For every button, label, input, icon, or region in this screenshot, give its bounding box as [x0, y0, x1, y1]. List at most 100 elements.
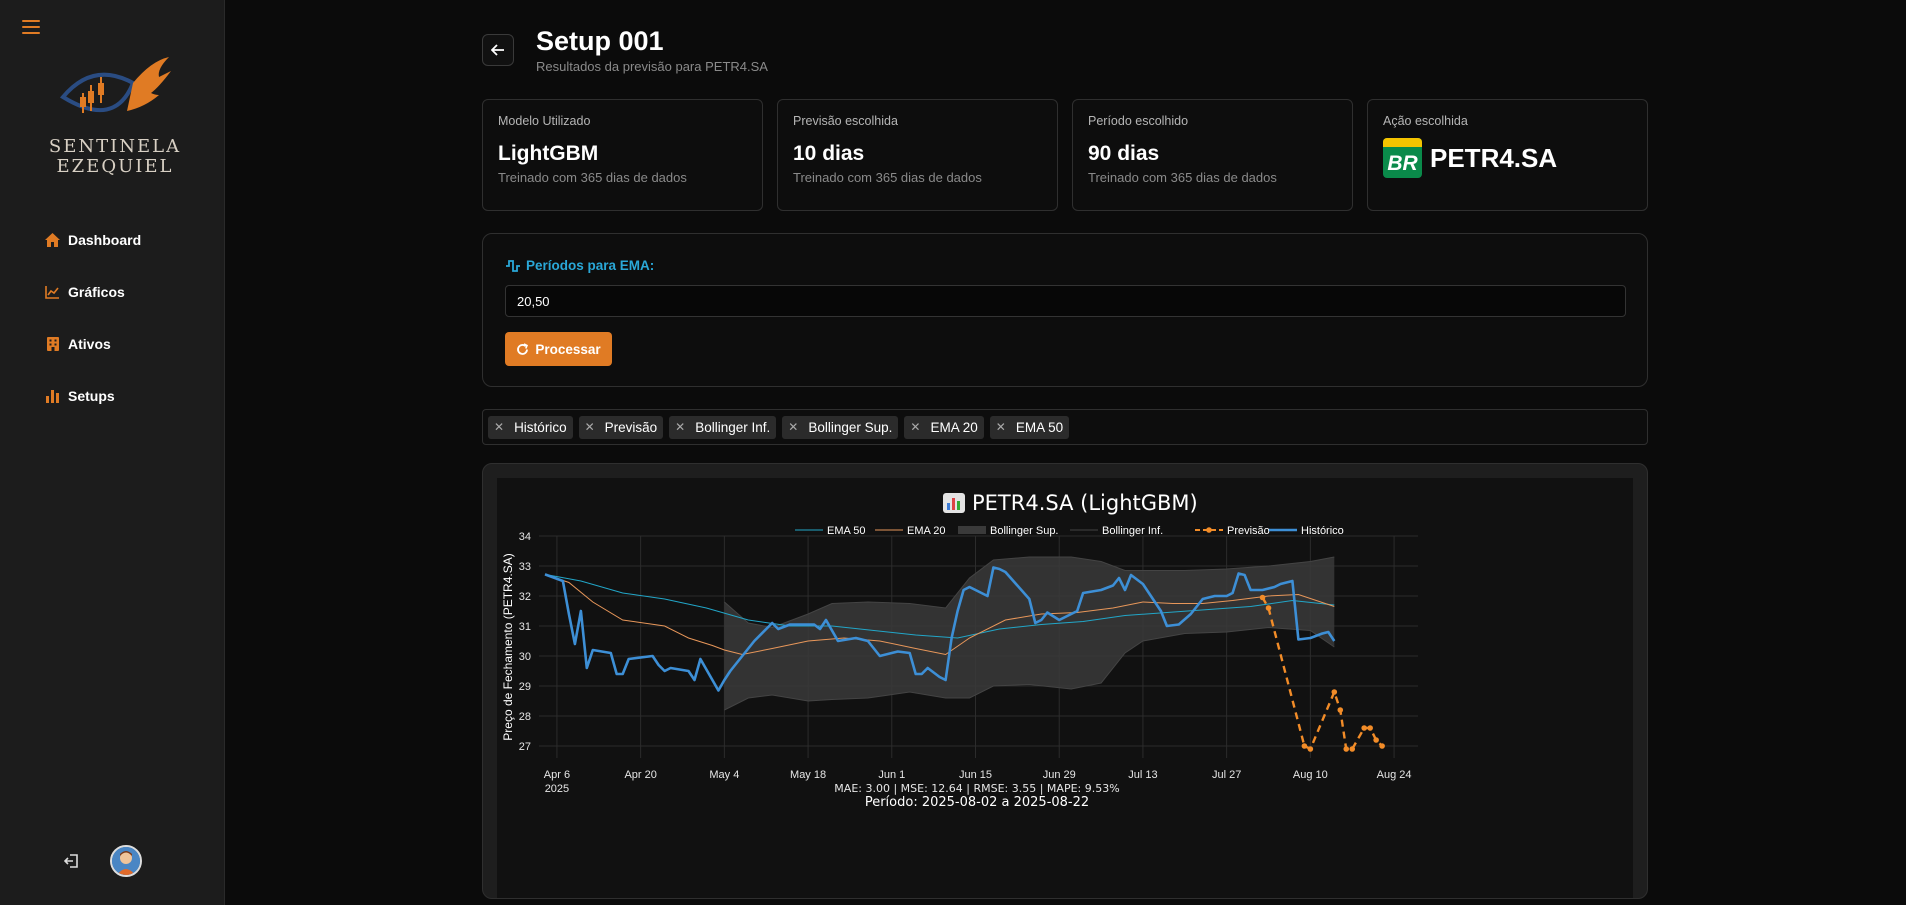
chart-metrics: MAE: 3.00 | MSE: 12.64 | RMSE: 3.55 | MA… — [834, 782, 1119, 795]
ema20-line — [544, 573, 1335, 656]
y-tick-label: 34 — [519, 531, 531, 543]
chart-period: Período: 2025-08-02 a 2025-08-22 — [865, 795, 1089, 810]
previsao-point — [1307, 746, 1314, 752]
x-tick-label: Jun 29 — [1043, 769, 1076, 781]
chart-area: 27 28 29 30 31 32 33 34 Apr 6 2025 Apr 20 May 4 May … — [497, 478, 1633, 898]
chip-label: Bollinger Inf. — [695, 419, 771, 435]
x-tick-label: Jun 15 — [959, 769, 992, 781]
remove-icon[interactable]: ✕ — [995, 420, 1006, 434]
price-chart: 27 28 29 30 31 32 33 34 Apr 6 2025 Apr 20 May 4 May … — [501, 491, 1418, 810]
previsao-point — [1259, 594, 1266, 601]
card-label: Período escolhido — [1088, 114, 1189, 128]
previsao-point — [1331, 689, 1338, 695]
legend-label: EMA 50 — [827, 525, 866, 537]
chart-title-group: PETR4.SA (LightGBM) — [943, 491, 1198, 515]
card-value: 90 dias — [1088, 142, 1160, 165]
chip-label: EMA 20 — [930, 419, 978, 435]
refresh-icon — [517, 342, 529, 355]
remove-icon[interactable]: ✕ — [788, 420, 799, 434]
legend-swatch — [958, 526, 986, 534]
sidebar-item-label: Setups — [68, 388, 115, 404]
x-tick-label: May 4 — [709, 769, 739, 781]
remove-icon[interactable]: ✕ — [584, 420, 595, 434]
ema-label: Períodos para EMA: — [505, 258, 654, 273]
stock-row: BR PETR4.SA — [1383, 138, 1632, 178]
card-label: Ação escolhida — [1383, 114, 1468, 128]
sidebar-item-dashboard[interactable]: Dashboard — [45, 228, 215, 252]
avatar[interactable] — [110, 845, 142, 877]
logout-icon[interactable] — [62, 851, 82, 871]
remove-icon[interactable]: ✕ — [494, 420, 505, 434]
chip-label: EMA 50 — [1015, 419, 1064, 435]
card-label: Modelo Utilizado — [498, 114, 591, 128]
chart-emoji-bar — [947, 503, 950, 510]
remove-icon[interactable]: ✕ — [675, 420, 686, 434]
period-card: Período escolhido 90 dias Treinado com 3… — [1072, 99, 1353, 211]
ema-panel: Períodos para EMA: Processar — [482, 233, 1648, 387]
process-button[interactable]: Processar — [505, 332, 612, 366]
chart-title: PETR4.SA (LightGBM) — [972, 491, 1198, 515]
y-tick-label: 28 — [519, 711, 531, 723]
eye-wing-logo-icon — [59, 57, 171, 113]
filter-chip-previsao: ✕ Previsão — [578, 415, 664, 439]
x-tick-label: Jun 1 — [878, 769, 905, 781]
chart-panel: 27 28 29 30 31 32 33 34 Apr 6 2025 Apr 20 May 4 May … — [482, 463, 1648, 899]
sidebar-item-label: Dashboard — [68, 232, 142, 248]
petrobras-logo-icon: BR — [1383, 138, 1422, 178]
previsao-point — [1265, 605, 1272, 611]
y-tick-label: 31 — [519, 621, 531, 633]
building-icon — [45, 337, 60, 351]
chart-emoji-bar — [952, 498, 955, 510]
y-tick-label: 32 — [519, 591, 531, 603]
bollinger-band — [724, 557, 1335, 710]
legend-label: EMA 20 — [907, 525, 946, 537]
menu-icon[interactable] — [22, 20, 40, 34]
x-tick-label: Jul 13 — [1128, 769, 1157, 781]
bar-chart-icon — [45, 389, 60, 403]
filter-chip-ema50: ✕ EMA 50 — [989, 415, 1070, 439]
brand-logo: SENTINELA EZEQUIEL — [45, 55, 185, 185]
sidebar-item-ativos[interactable]: Ativos — [45, 332, 215, 356]
line-chart-icon — [45, 285, 60, 299]
ema-periods-input[interactable] — [505, 285, 1626, 317]
chart-emoji-bar — [957, 501, 960, 510]
y-axis-label: Preço de Fechamento (PETR4.SA) — [501, 553, 515, 740]
chip-label: Previsão — [604, 419, 658, 435]
stock-card: Ação escolhida BR PETR4.SA — [1367, 99, 1648, 211]
card-sub: Treinado com 365 dias de dados — [793, 170, 982, 185]
previsao-point — [1379, 743, 1385, 749]
remove-icon[interactable]: ✕ — [910, 420, 921, 434]
back-button[interactable] — [482, 34, 514, 66]
process-button-label: Processar — [535, 341, 601, 357]
previsao-point — [1301, 743, 1308, 749]
y-tick-label: 29 — [519, 681, 531, 693]
ema-label-text: Períodos para EMA: — [526, 258, 655, 273]
previsao-point — [1343, 746, 1350, 752]
sidebar-item-graficos[interactable]: Gráficos — [45, 280, 215, 304]
card-sub: Treinado com 365 dias de dados — [498, 170, 687, 185]
previsao-point — [1361, 725, 1367, 731]
x-tick-label: Aug 10 — [1293, 769, 1328, 781]
historico-line — [544, 566, 1336, 692]
x-tick-label: Jul 27 — [1212, 769, 1241, 781]
filter-chip-bollinger-sup: ✕ Bollinger Sup. — [782, 415, 899, 439]
home-icon — [45, 233, 60, 247]
logo-text: BR — [1387, 152, 1418, 175]
previsao-point — [1367, 725, 1373, 731]
card-value: LightGBM — [498, 142, 599, 165]
page-title: Setup 001 — [536, 26, 664, 56]
legend-label: Bollinger Sup. — [990, 525, 1059, 537]
sidebar-item-setups[interactable]: Setups — [45, 384, 215, 408]
y-tick-label: 27 — [519, 741, 531, 753]
legend-label: Previsão — [1227, 525, 1270, 537]
sidebar-item-label: Ativos — [68, 336, 111, 352]
filter-chip-ema20: ✕ EMA 20 — [904, 415, 984, 439]
previsao-point — [1373, 737, 1379, 743]
forecast-card: Previsão escolhida 10 dias Treinado com … — [777, 99, 1058, 211]
brand-name-line1: SENTINELA — [48, 136, 182, 157]
ema50-line — [544, 573, 1335, 639]
card-label: Previsão escolhida — [793, 114, 898, 128]
filter-chip-historico: ✕ Histórico — [488, 415, 573, 439]
chip-label: Bollinger Sup. — [808, 419, 893, 435]
chip-label: Histórico — [514, 419, 567, 435]
